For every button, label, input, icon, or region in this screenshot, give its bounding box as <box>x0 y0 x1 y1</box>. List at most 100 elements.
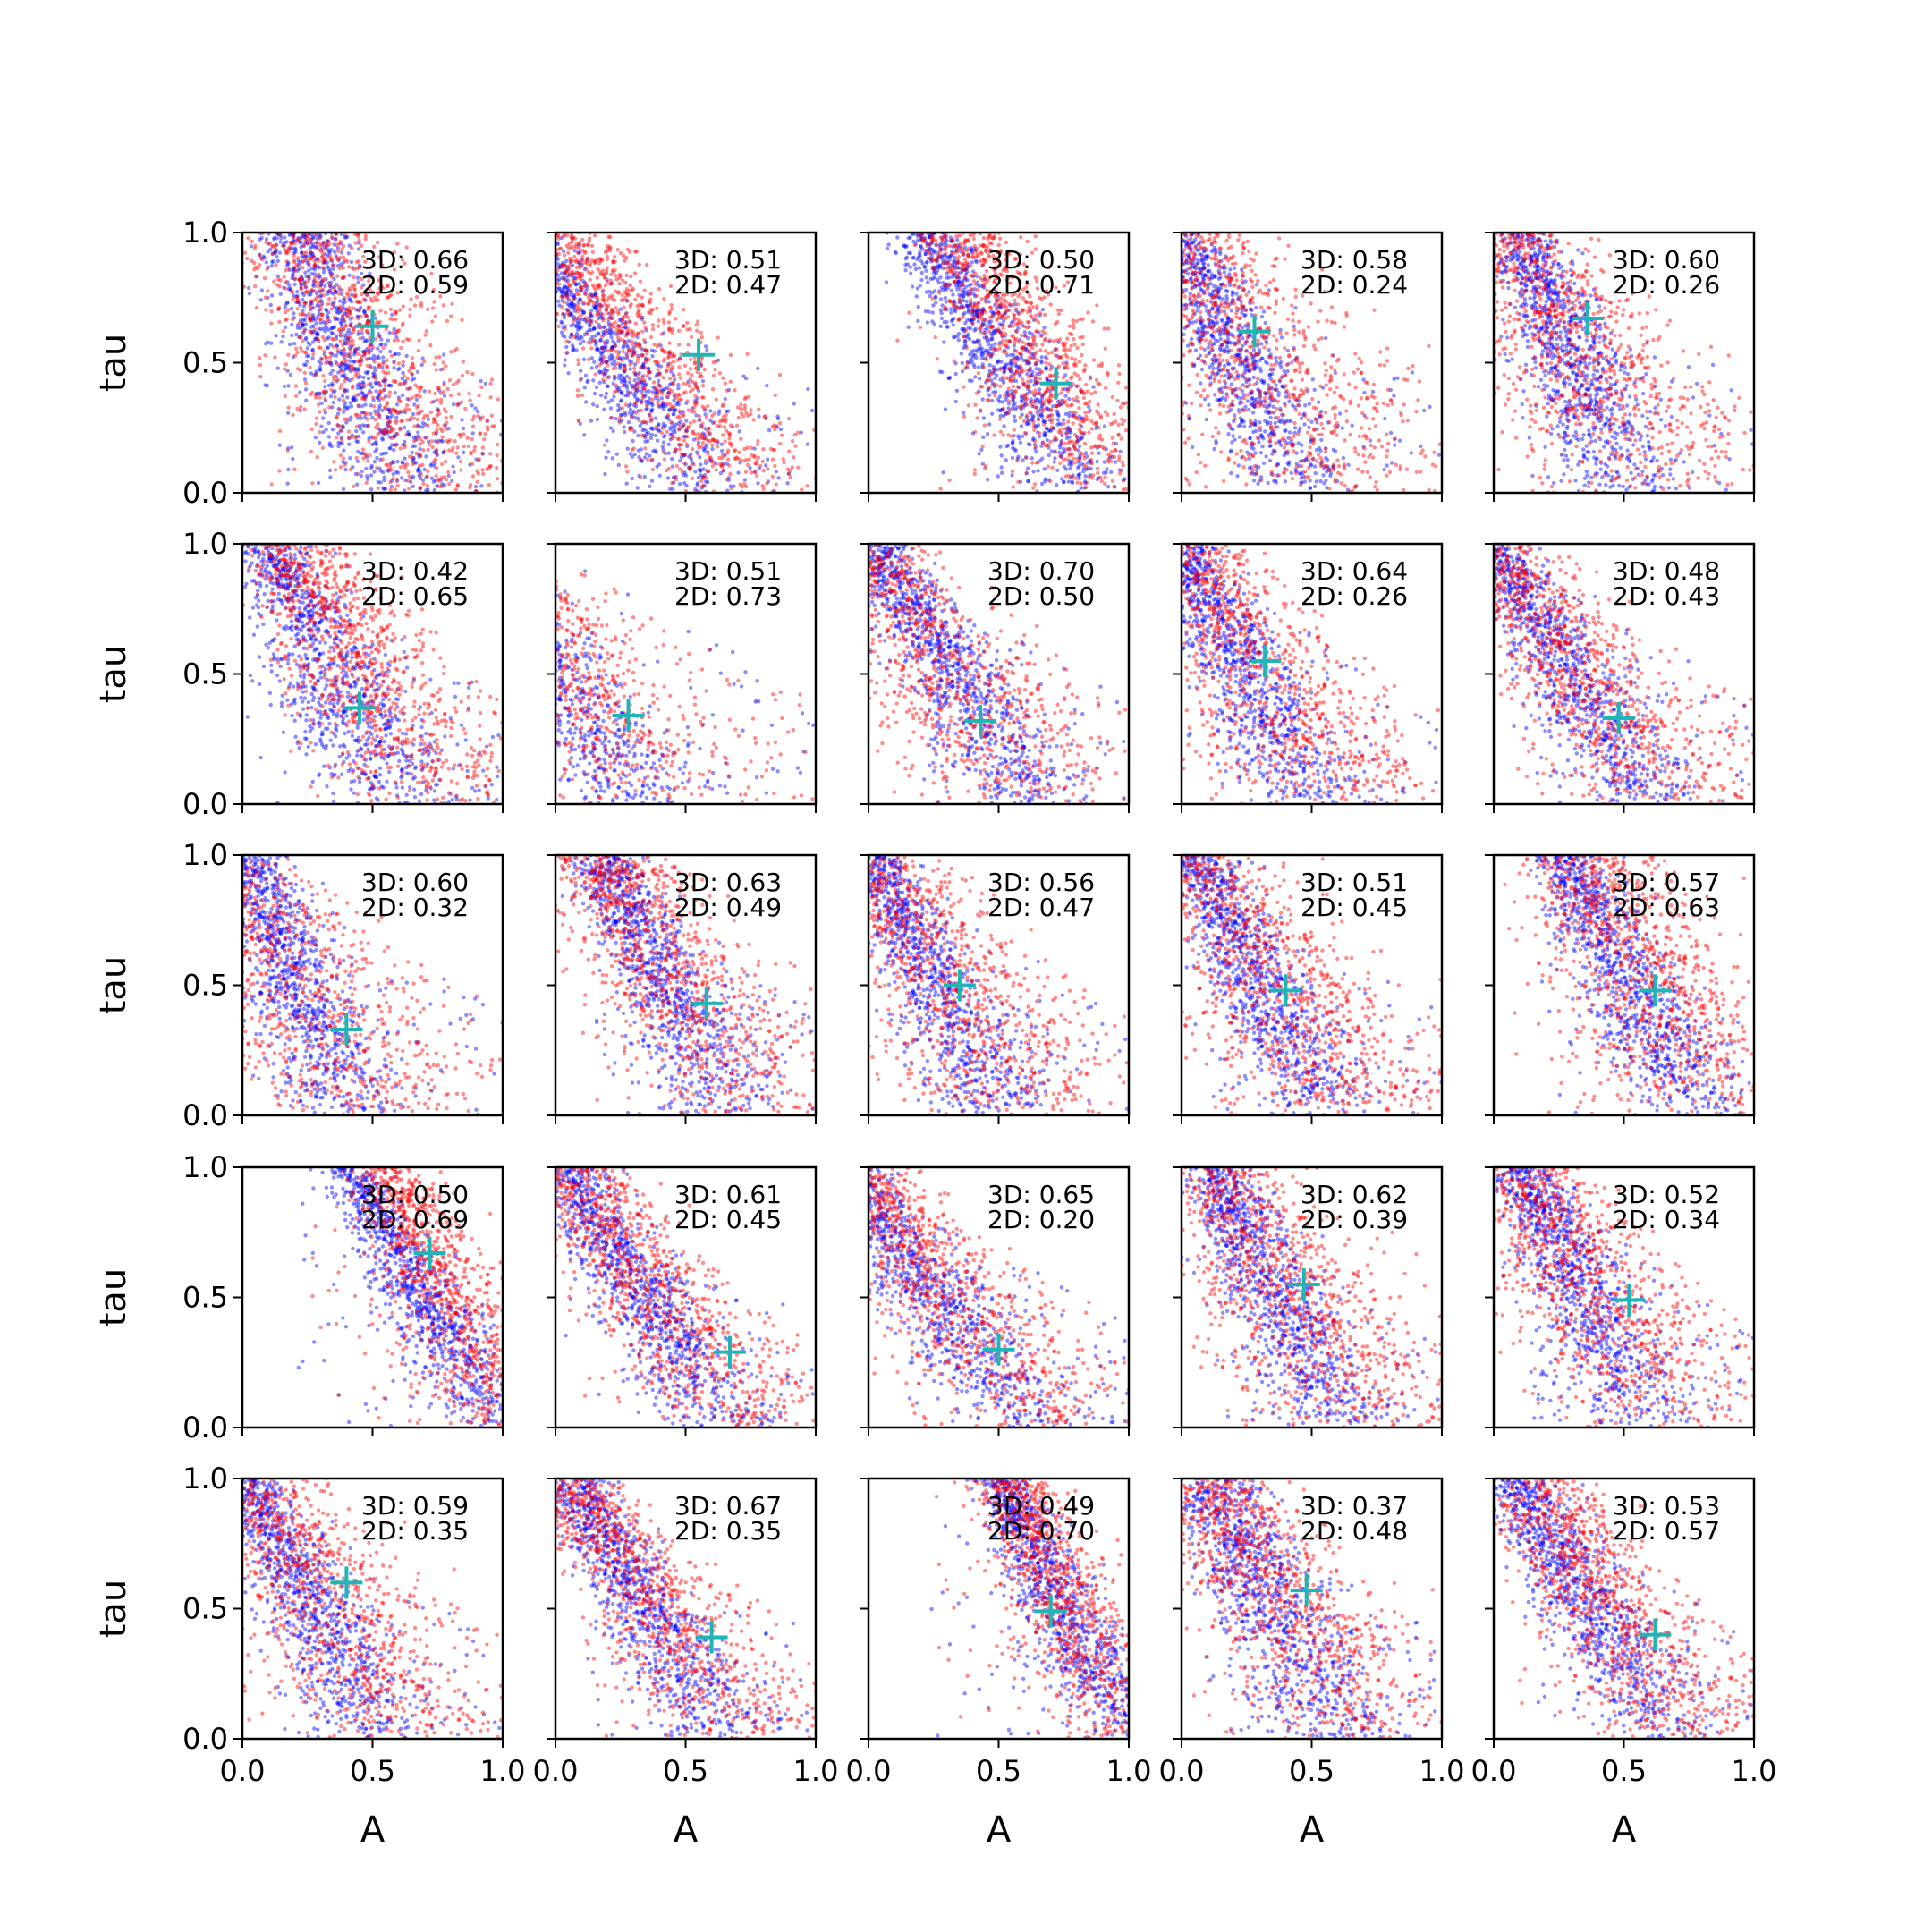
point <box>1046 445 1051 450</box>
point <box>931 276 936 281</box>
point <box>690 379 695 385</box>
point <box>1044 367 1049 371</box>
point <box>326 239 331 243</box>
point <box>665 364 671 369</box>
point <box>1058 355 1063 360</box>
point <box>686 408 691 412</box>
point <box>406 337 411 343</box>
point <box>676 442 682 447</box>
point <box>633 341 638 345</box>
point <box>242 250 248 255</box>
point <box>638 475 643 479</box>
point <box>431 431 436 436</box>
point <box>978 308 982 312</box>
point <box>956 331 962 336</box>
point <box>675 436 681 441</box>
point <box>642 288 647 292</box>
point <box>564 269 569 274</box>
point <box>1043 433 1047 438</box>
point <box>1004 411 1008 415</box>
point <box>341 327 345 332</box>
point <box>612 377 617 381</box>
point <box>925 280 930 284</box>
point <box>372 295 377 300</box>
annotation-3d: 3D: 0.66 <box>361 245 469 275</box>
point <box>1048 375 1053 379</box>
point <box>624 383 629 388</box>
point <box>590 335 595 339</box>
point <box>349 415 353 419</box>
point <box>327 443 332 447</box>
point <box>401 339 405 343</box>
point <box>686 343 691 347</box>
point <box>721 402 725 407</box>
point <box>589 292 594 298</box>
point <box>717 455 722 461</box>
point <box>578 334 582 339</box>
point <box>709 458 714 462</box>
point <box>936 255 942 259</box>
point <box>605 257 610 262</box>
point <box>631 351 636 355</box>
point <box>607 248 613 253</box>
point <box>1049 425 1054 429</box>
point <box>620 320 624 326</box>
point <box>967 318 972 322</box>
point <box>1063 474 1069 479</box>
point <box>564 267 569 273</box>
point <box>638 423 642 428</box>
point <box>1010 293 1014 298</box>
point <box>951 300 955 304</box>
point <box>302 256 307 260</box>
point <box>330 331 335 336</box>
point <box>325 336 329 341</box>
point <box>777 441 783 446</box>
point <box>592 326 597 331</box>
point <box>326 435 331 439</box>
point <box>1033 446 1038 451</box>
point <box>1007 339 1013 343</box>
point <box>352 350 358 354</box>
point <box>945 308 949 312</box>
point <box>364 411 369 416</box>
point <box>343 387 347 393</box>
point <box>627 376 632 381</box>
point <box>996 316 1001 320</box>
point <box>970 349 974 353</box>
point <box>469 452 473 456</box>
point <box>1037 409 1041 413</box>
point <box>699 425 705 429</box>
point <box>987 363 992 368</box>
point <box>430 445 435 450</box>
point <box>603 471 607 477</box>
point <box>330 236 335 241</box>
point <box>749 445 754 450</box>
point <box>455 402 460 407</box>
point <box>322 349 326 353</box>
point <box>978 343 982 347</box>
point <box>302 350 308 354</box>
point <box>997 304 1002 309</box>
point <box>391 407 396 411</box>
point <box>479 484 484 488</box>
point <box>360 271 364 276</box>
point <box>279 340 284 344</box>
point <box>566 297 572 302</box>
point <box>335 415 340 420</box>
point <box>609 335 614 340</box>
point <box>721 468 726 473</box>
point <box>298 318 303 323</box>
point <box>936 253 941 258</box>
point <box>356 317 360 321</box>
point <box>476 414 480 419</box>
point <box>321 277 326 282</box>
point <box>915 286 920 291</box>
point <box>570 263 575 267</box>
point <box>561 334 565 338</box>
point <box>1123 477 1127 481</box>
point <box>365 417 369 421</box>
point <box>576 242 581 247</box>
point <box>1005 308 1010 313</box>
point <box>920 261 925 266</box>
point <box>254 305 259 310</box>
